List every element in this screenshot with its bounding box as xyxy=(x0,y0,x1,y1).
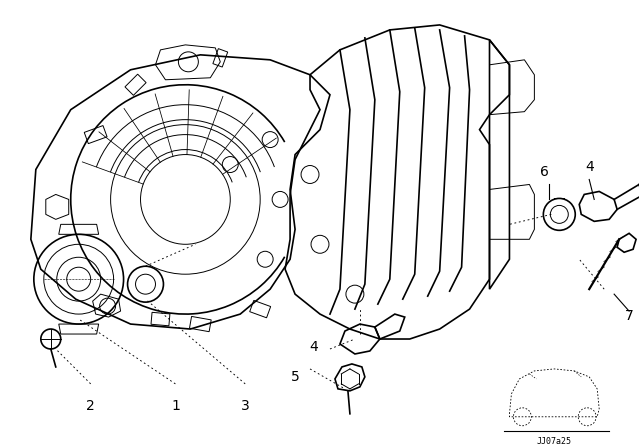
Text: 7: 7 xyxy=(625,309,634,323)
Text: 5: 5 xyxy=(291,370,300,384)
Text: 1: 1 xyxy=(171,399,180,413)
Text: 6: 6 xyxy=(540,165,548,180)
Text: 3: 3 xyxy=(241,399,250,413)
Text: 2: 2 xyxy=(86,399,95,413)
Text: 4: 4 xyxy=(585,160,593,174)
Text: 4: 4 xyxy=(309,340,318,354)
Text: JJ07a25: JJ07a25 xyxy=(537,437,572,446)
